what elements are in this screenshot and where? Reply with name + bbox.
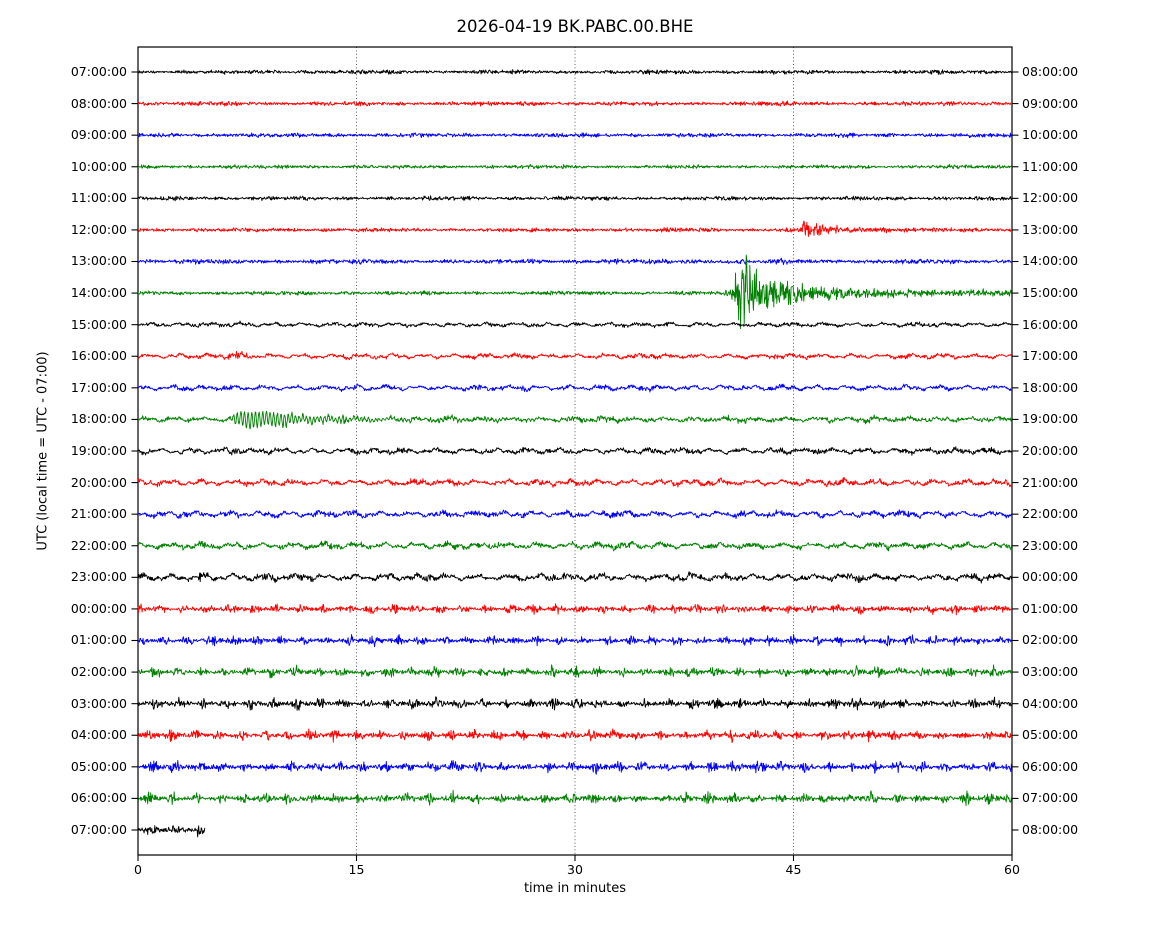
utc-time-label: 17:00:00 (70, 379, 127, 395)
local-time-label: 00:00:00 (1022, 569, 1079, 585)
seismogram-trace-22:00:00 (138, 540, 1013, 552)
utc-time-label: 15:00:00 (70, 316, 127, 332)
utc-time-label: 06:00:00 (70, 790, 127, 806)
x-tick-label-60: 60 (1004, 862, 1020, 877)
utc-time-label: 07:00:00 (70, 821, 127, 837)
local-time-label: 18:00:00 (1022, 379, 1079, 395)
utc-time-label: 12:00:00 (70, 221, 127, 237)
utc-time-label: 05:00:00 (70, 758, 127, 774)
utc-time-label: 21:00:00 (70, 506, 127, 522)
local-time-label: 02:00:00 (1022, 632, 1079, 648)
seismogram-trace-06:00:00 (137, 789, 1013, 807)
seismogram-trace-01:00:00 (137, 633, 1013, 648)
seismogram-trace-05:00:00 (137, 759, 1013, 775)
seismogram-trace-02:00:00 (137, 664, 1013, 679)
local-time-label: 08:00:00 (1022, 64, 1079, 79)
utc-time-label: 03:00:00 (70, 695, 127, 711)
local-time-label: 08:00:00 (1022, 821, 1079, 837)
local-time-label: 23:00:00 (1022, 537, 1079, 553)
seismogram-trace-03:00:00 (137, 696, 1013, 711)
local-time-label: 14:00:00 (1022, 253, 1079, 269)
local-time-label: 13:00:00 (1022, 221, 1079, 237)
local-time-label: 21:00:00 (1022, 474, 1079, 490)
local-time-label: 10:00:00 (1022, 127, 1079, 143)
utc-time-label: 01:00:00 (70, 632, 127, 648)
utc-time-label: 04:00:00 (70, 727, 127, 743)
x-tick-label-45: 45 (785, 862, 802, 877)
local-time-label: 16:00:00 (1022, 316, 1079, 332)
chart-title: 2026-04-19 BK.PABC.00.BHE (456, 17, 694, 36)
x-tick-label-15: 15 (348, 862, 365, 877)
seismogram-trace-13:00:00 (137, 257, 1013, 266)
seismogram-trace-19:00:00 (137, 446, 1012, 456)
seismogram-trace-20:00:00 (137, 476, 1013, 488)
x-tick-label-0: 0 (134, 862, 142, 877)
x-tick-label-30: 30 (567, 862, 583, 877)
local-time-label: 11:00:00 (1022, 158, 1079, 174)
local-time-label: 17:00:00 (1022, 348, 1079, 364)
utc-time-label: 00:00:00 (70, 600, 127, 616)
local-time-label: 15:00:00 (1022, 285, 1079, 301)
seismogram-trace-11:00:00 (137, 195, 1013, 202)
local-time-label: 01:00:00 (1022, 600, 1079, 616)
seismogram-trace-12:00:00 (137, 220, 1013, 238)
utc-time-label: 16:00:00 (70, 348, 127, 364)
seismogram-trace-23:00:00 (138, 571, 1013, 584)
utc-time-label: 18:00:00 (70, 411, 127, 427)
local-time-label: 12:00:00 (1022, 190, 1079, 206)
utc-time-label: 09:00:00 (70, 127, 127, 143)
utc-time-label: 08:00:00 (70, 95, 127, 111)
seismogram-trace-09:00:00 (137, 132, 1013, 139)
local-time-label: 22:00:00 (1022, 506, 1079, 522)
seismogram-trace-10:00:00 (137, 163, 1013, 170)
utc-time-label: 11:00:00 (70, 190, 127, 206)
utc-time-label: 10:00:00 (70, 158, 127, 174)
utc-time-label: 19:00:00 (70, 442, 127, 458)
utc-time-label: 23:00:00 (70, 569, 127, 585)
utc-time-label: 20:00:00 (70, 474, 127, 490)
seismogram-trace-17:00:00 (137, 383, 1013, 393)
local-time-label: 05:00:00 (1022, 727, 1079, 743)
utc-time-label: 13:00:00 (70, 253, 127, 269)
utc-time-label: 07:00:00 (70, 64, 127, 79)
seismogram-trace-21:00:00 (137, 509, 1013, 520)
seismogram-trace-08:00:00 (137, 100, 1013, 107)
local-time-label: 07:00:00 (1022, 790, 1079, 806)
local-time-label: 20:00:00 (1022, 442, 1079, 458)
local-time-label: 04:00:00 (1022, 695, 1079, 711)
utc-time-label: 02:00:00 (70, 664, 127, 680)
seismogram-trace-07:00:00 (137, 69, 1013, 76)
local-time-label: 09:00:00 (1022, 95, 1079, 111)
local-time-label: 03:00:00 (1022, 664, 1079, 680)
seismogram-trace-07:00:00 (137, 825, 206, 838)
utc-time-label: 14:00:00 (70, 285, 127, 301)
seismogram-trace-00:00:00 (137, 603, 1013, 616)
seismogram-trace-15:00:00 (137, 320, 1013, 329)
seismogram-trace-16:00:00 (137, 350, 1012, 361)
seismogram-trace-14:00:00 (137, 254, 1013, 330)
utc-time-label: 22:00:00 (70, 537, 127, 553)
local-time-label: 19:00:00 (1022, 411, 1079, 427)
x-axis-label: time in minutes (523, 881, 627, 896)
seismogram-trace-04:00:00 (137, 728, 1013, 744)
local-time-label: 06:00:00 (1022, 758, 1079, 774)
seismogram-trace-18:00:00 (137, 410, 1013, 430)
